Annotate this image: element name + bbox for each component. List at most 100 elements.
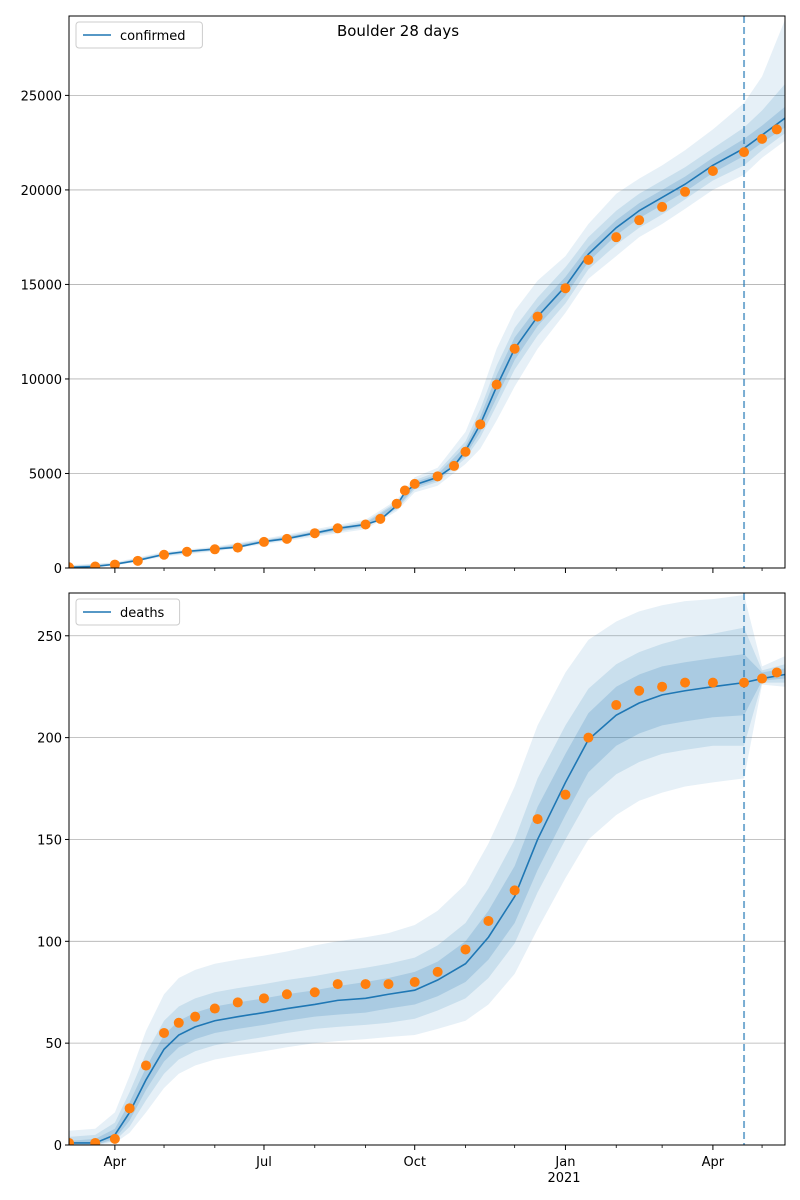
legend-box (75, 598, 181, 626)
observed-point (383, 979, 394, 990)
plot-area (69, 16, 785, 568)
observed-point (532, 311, 543, 322)
observed-point (491, 379, 502, 390)
legend: deaths (75, 598, 181, 626)
observed-point (757, 673, 768, 684)
observed-point (771, 667, 782, 678)
y-tick-label: 10000 (21, 373, 62, 388)
observed-point (258, 536, 269, 547)
legend-label: deaths (120, 606, 165, 621)
y-tick-label: 250 (37, 630, 62, 645)
model-line (69, 673, 785, 1144)
observed-point (181, 546, 192, 557)
observed-point (532, 814, 543, 825)
observed-point (432, 966, 443, 977)
observed-point (483, 915, 494, 926)
y-tick-label: 50 (45, 1037, 62, 1052)
observed-point (560, 283, 571, 294)
observed-point (281, 533, 292, 544)
observed-point (560, 789, 571, 800)
observed-point (209, 544, 220, 555)
observed-point (707, 166, 718, 177)
observed-point (232, 997, 243, 1008)
plot-area (69, 593, 785, 1145)
observed-point (771, 124, 782, 135)
y-tick-label: 20000 (21, 184, 62, 199)
legend: confirmed (75, 21, 203, 49)
observed-point (281, 989, 292, 1000)
x-tick-label: Jul (255, 1155, 272, 1170)
observed-point (680, 186, 691, 197)
observed-point (159, 1027, 170, 1038)
observed-point (309, 528, 320, 539)
observed-point (449, 460, 460, 471)
observed-point (399, 485, 410, 496)
confirmed-panel: 0 5000 10000 15000 20000 25000 confirmed (21, 15, 786, 577)
observed-point (657, 201, 668, 212)
y-tick-label: 200 (37, 732, 62, 747)
observed-point (90, 1137, 101, 1145)
observed-point (132, 555, 143, 566)
observed-point (707, 677, 718, 688)
observed-point (190, 1011, 201, 1022)
x-tick-label: Apr (702, 1155, 725, 1170)
observed-point (173, 1017, 184, 1028)
y-tick-label: 100 (37, 935, 62, 950)
observed-point (109, 559, 120, 568)
uncertainty-band-outer (69, 595, 785, 1145)
observed-point (409, 977, 420, 988)
model-line (69, 117, 785, 568)
observed-point (232, 542, 243, 553)
observed-point (309, 987, 320, 998)
observed-point (124, 1103, 135, 1114)
observed-point (332, 979, 343, 990)
figure-title: Boulder 28 days (337, 22, 459, 40)
observed-point (391, 498, 402, 509)
observed-point (159, 549, 170, 560)
observed-point (360, 519, 371, 530)
observed-point (90, 561, 101, 568)
observed-point (583, 254, 594, 265)
observed-point (757, 133, 768, 144)
observed-point (460, 944, 471, 955)
y-tick-label: 0 (54, 562, 62, 577)
observed-point (611, 232, 622, 243)
legend-label: confirmed (120, 29, 186, 44)
x-tick-label: Jan (554, 1155, 575, 1170)
observed-point (634, 215, 645, 226)
legend-box (75, 21, 203, 49)
observed-point (209, 1003, 220, 1014)
axes-frame (68, 592, 786, 1146)
observed-point (332, 523, 343, 534)
y-tick-label: 150 (37, 833, 62, 848)
observed-point (432, 471, 443, 482)
observed-point (509, 885, 520, 896)
x-tick-label: Apr (104, 1155, 127, 1170)
observed-point (375, 513, 386, 524)
observed-point (69, 562, 74, 568)
y-tick-label: 5000 (29, 467, 62, 482)
observed-point (509, 343, 520, 354)
y-tick-label: 15000 (21, 278, 62, 293)
observed-point (141, 1060, 152, 1071)
observed-point (258, 993, 269, 1004)
x-year-label: 2021 (547, 1171, 580, 1186)
observed-point (409, 478, 420, 489)
uncertainty-band-inner (69, 654, 785, 1145)
observed-point (657, 681, 668, 692)
observed-point (360, 979, 371, 990)
observed-point (460, 446, 471, 457)
observed-point (611, 700, 622, 711)
observed-point (680, 677, 691, 688)
observed-point (109, 1133, 120, 1144)
observed-point (634, 685, 645, 696)
observed-point (583, 732, 594, 743)
y-tick-label: 25000 (21, 89, 62, 104)
x-tick-label: Oct (403, 1155, 425, 1170)
observed-point (739, 147, 750, 158)
deaths-panel: 0 50 100 150 200 250 Apr Jul Oct Jan Apr deaths (37, 592, 786, 1170)
y-tick-label: 0 (54, 1139, 62, 1154)
observed-point (739, 677, 750, 688)
observed-point (69, 1137, 74, 1145)
